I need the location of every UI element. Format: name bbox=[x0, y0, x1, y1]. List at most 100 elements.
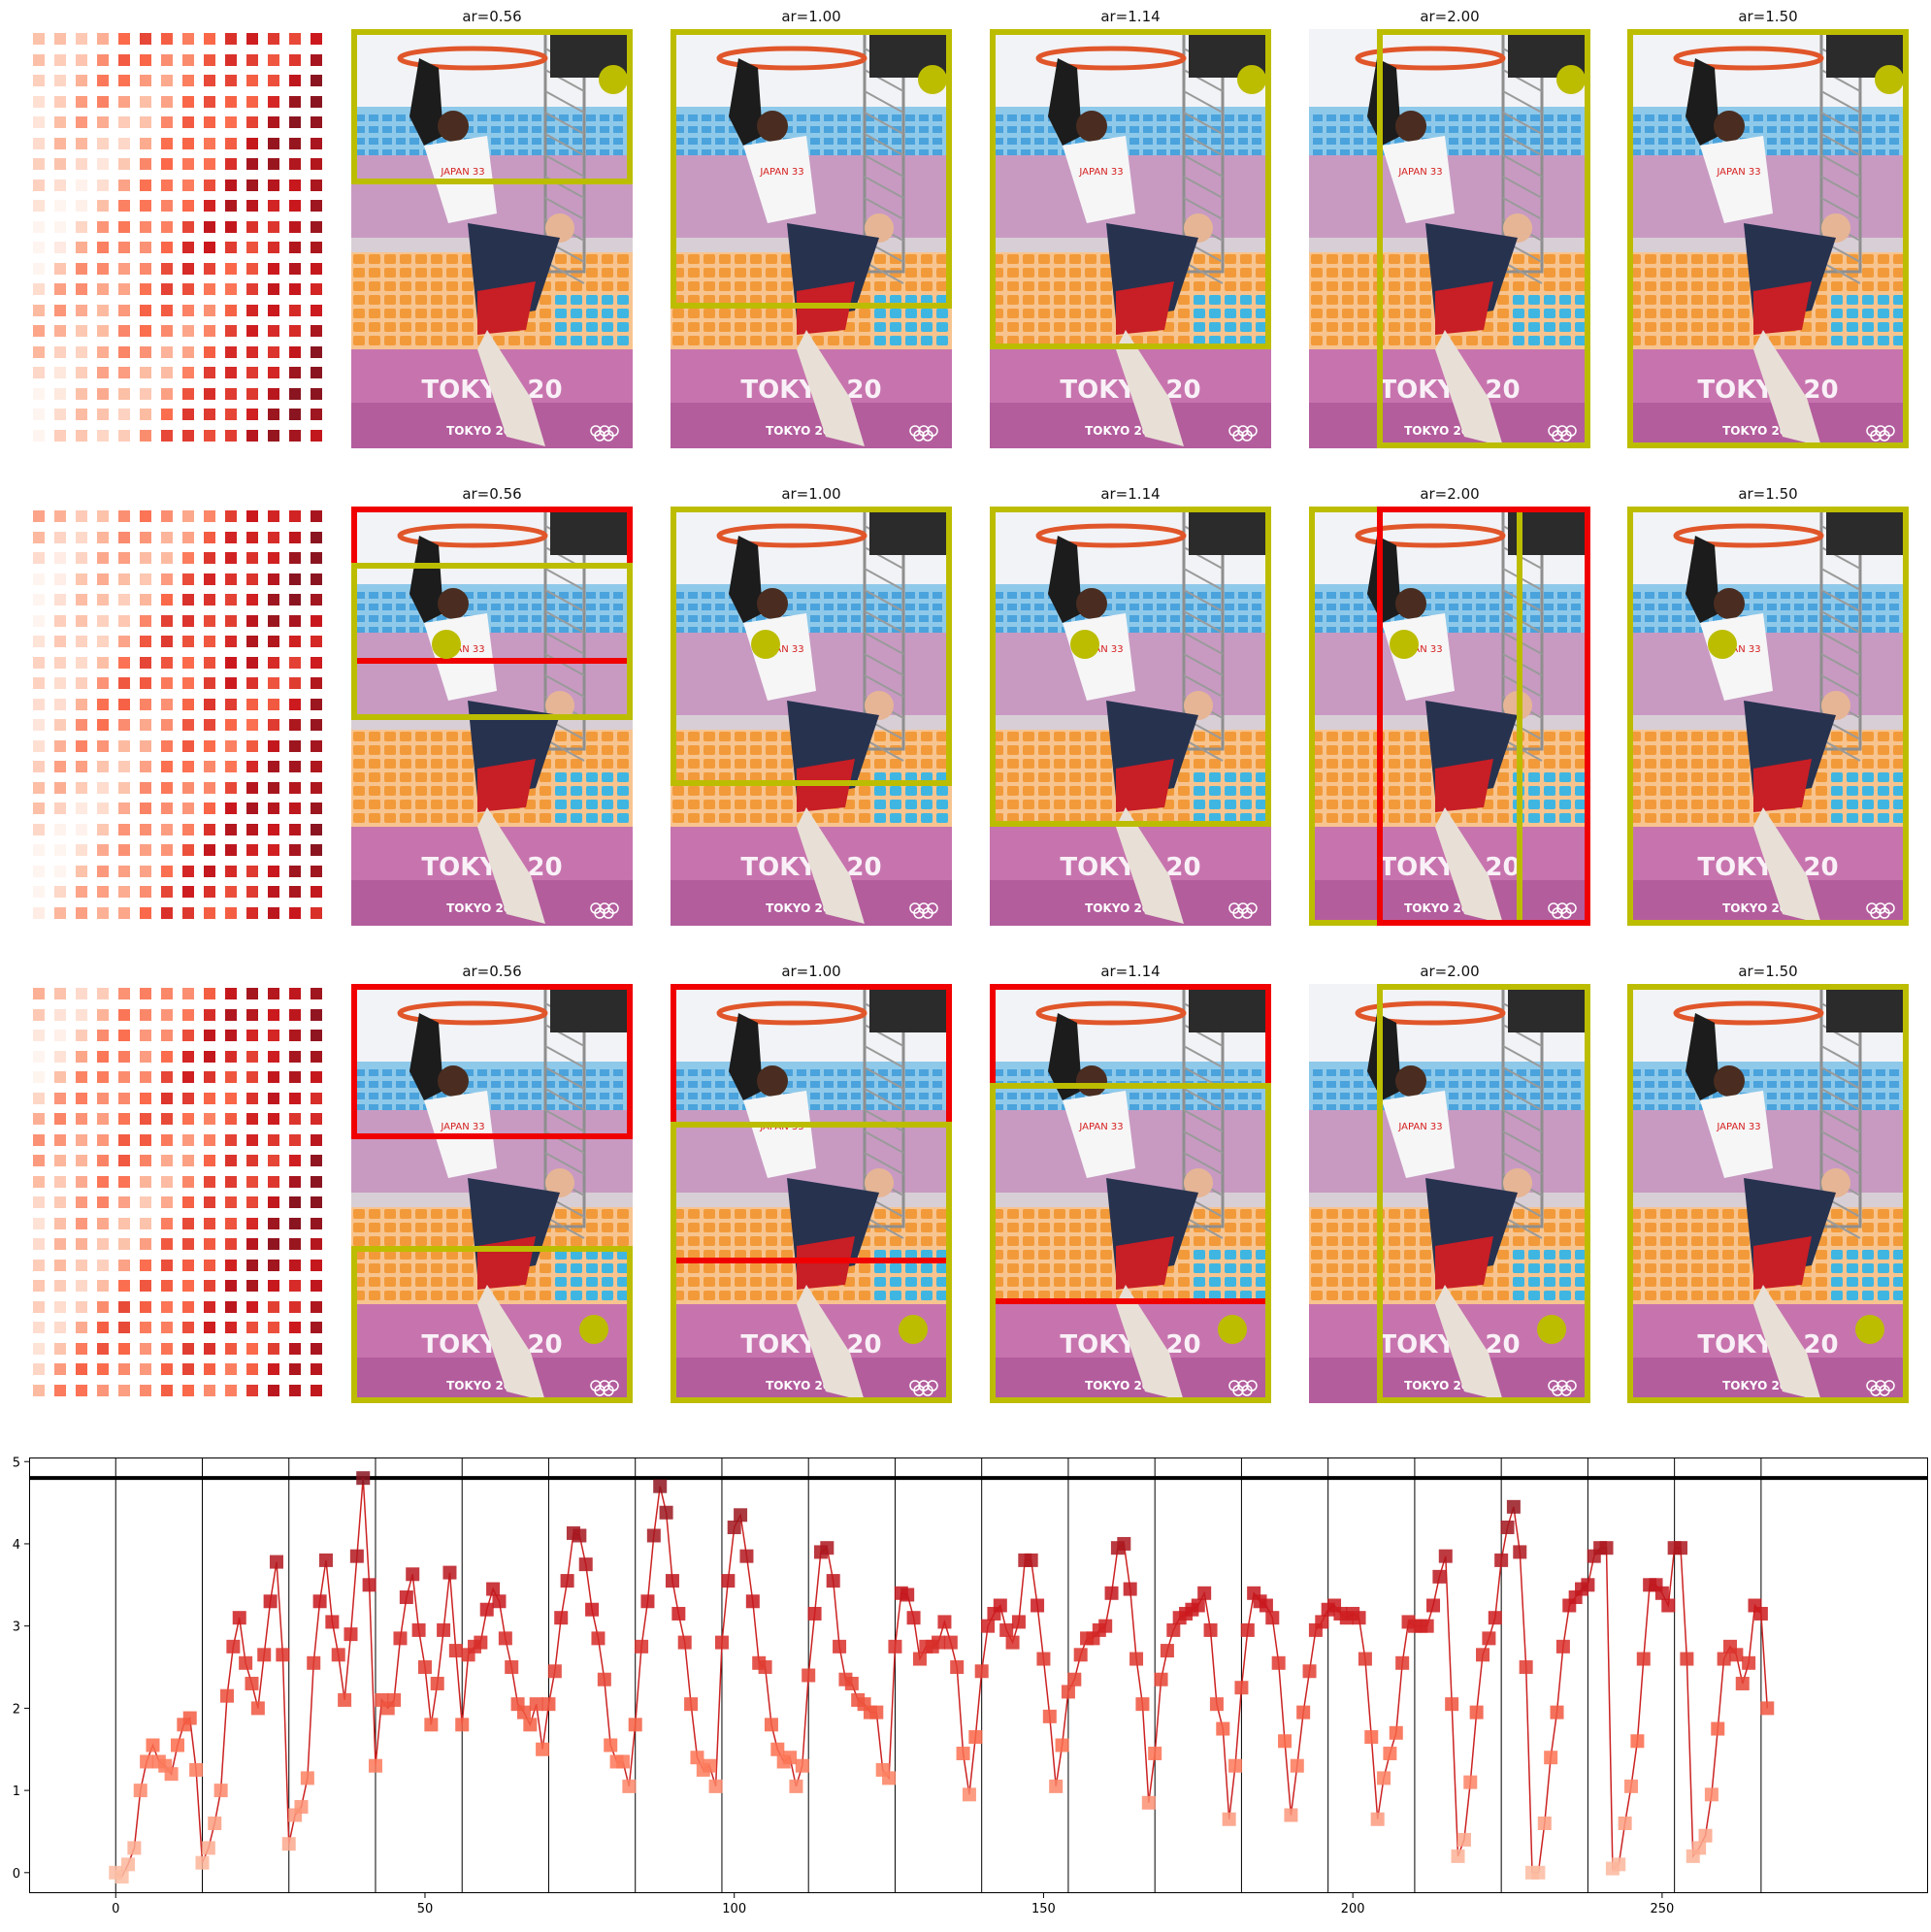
data-point-marker bbox=[1160, 1644, 1174, 1658]
heatmap-cell bbox=[54, 1133, 66, 1146]
heatmap-cell bbox=[311, 1113, 322, 1125]
x-tick-label: 100 bbox=[722, 1902, 746, 1916]
heatmap-cell bbox=[246, 325, 258, 337]
data-point-marker bbox=[943, 1635, 958, 1650]
heatmap-cell bbox=[182, 1071, 194, 1083]
heatmap-cell bbox=[118, 1050, 130, 1063]
heatmap-cell bbox=[204, 1322, 215, 1333]
heatmap-cell bbox=[97, 409, 109, 420]
heatmap-cell bbox=[311, 283, 322, 295]
heatmap-cell bbox=[97, 1030, 109, 1041]
heatmap-cell bbox=[33, 200, 45, 212]
heatmap-cell bbox=[225, 242, 237, 253]
heatmap-cell bbox=[161, 220, 173, 233]
heatmap-cell bbox=[268, 510, 279, 522]
data-point-marker bbox=[671, 1606, 686, 1621]
data-point-marker bbox=[900, 1588, 915, 1602]
data-point-marker bbox=[1271, 1655, 1286, 1670]
heatmap-cell bbox=[246, 179, 258, 191]
heatmap-cell bbox=[246, 1342, 258, 1355]
heatmap-cell bbox=[311, 614, 322, 627]
heatmap-cell bbox=[161, 1113, 173, 1125]
heatmap-cell bbox=[97, 510, 109, 522]
data-point-marker bbox=[1011, 1615, 1026, 1629]
heatmap-cell bbox=[246, 345, 258, 358]
data-point-marker bbox=[331, 1648, 345, 1662]
data-point-marker bbox=[411, 1622, 426, 1637]
heatmap-cell bbox=[311, 179, 322, 191]
y-tick-label: 2 bbox=[13, 1702, 20, 1717]
heatmap-cell bbox=[311, 988, 322, 999]
kept-crop-box bbox=[671, 1122, 952, 1403]
heatmap-cell bbox=[76, 844, 87, 856]
data-point-marker bbox=[1284, 1808, 1298, 1822]
heatmap-cell bbox=[204, 429, 215, 442]
kept-crop-box bbox=[990, 1083, 1271, 1403]
data-point-marker bbox=[833, 1639, 847, 1654]
heatmap-cell bbox=[33, 573, 45, 585]
heatmap-cell bbox=[246, 802, 258, 814]
heatmap-cell bbox=[33, 886, 45, 898]
heatmap-cell bbox=[268, 552, 279, 564]
heatmap-cell bbox=[289, 1113, 301, 1125]
data-point-marker bbox=[950, 1660, 965, 1675]
data-point-marker bbox=[344, 1627, 358, 1642]
data-point-marker bbox=[486, 1582, 501, 1596]
data-point-marker bbox=[120, 1857, 135, 1872]
heatmap-cell bbox=[289, 552, 301, 564]
data-point-marker bbox=[844, 1676, 859, 1690]
heatmap-cell bbox=[225, 116, 237, 128]
heatmap-cell bbox=[204, 1384, 215, 1396]
heatmap-cell bbox=[33, 614, 45, 627]
heatmap-cell bbox=[161, 614, 173, 627]
kept-crop-box bbox=[671, 29, 952, 309]
heatmap-cell bbox=[246, 158, 258, 170]
heatmap-cell bbox=[311, 510, 322, 522]
heatmap-cell bbox=[161, 531, 173, 543]
heatmap-cell bbox=[311, 781, 322, 794]
heatmap-cell bbox=[118, 761, 130, 772]
heatmap-cell bbox=[246, 1363, 258, 1375]
heatmap-cell bbox=[182, 53, 194, 66]
data-point-marker bbox=[1259, 1598, 1273, 1613]
heatmap-cell bbox=[204, 739, 215, 752]
data-point-marker bbox=[127, 1841, 142, 1855]
data-point-marker bbox=[417, 1660, 432, 1675]
heatmap-cell bbox=[118, 781, 130, 794]
heatmap-cell bbox=[118, 552, 130, 564]
heatmap-cell bbox=[140, 988, 151, 999]
heatmap-cell bbox=[204, 1050, 215, 1063]
heatmap-cell bbox=[225, 1008, 237, 1021]
heatmap-cell bbox=[182, 761, 194, 772]
heatmap-cell bbox=[140, 158, 151, 170]
heatmap-cell bbox=[97, 1008, 109, 1021]
heatmap-cell bbox=[161, 200, 173, 212]
heatmap-cell bbox=[311, 1092, 322, 1104]
heatmap-cell bbox=[97, 719, 109, 731]
heatmap-cell bbox=[311, 325, 322, 337]
heatmap-cell bbox=[140, 53, 151, 66]
heatmap-cell bbox=[268, 1092, 279, 1104]
heatmap-cell bbox=[246, 510, 258, 522]
heatmap-cell bbox=[54, 325, 66, 337]
heatmap-cell bbox=[225, 1217, 237, 1229]
data-point-marker bbox=[437, 1622, 451, 1637]
heatmap-cell bbox=[311, 116, 322, 128]
data-point-marker bbox=[795, 1758, 809, 1773]
heatmap-cell bbox=[182, 906, 194, 919]
heatmap-cell bbox=[182, 677, 194, 689]
heatmap-cell bbox=[118, 325, 130, 337]
heatmap-cell bbox=[204, 1092, 215, 1104]
heatmap-cell bbox=[182, 636, 194, 647]
heatmap-cell bbox=[118, 409, 130, 420]
heatmap-cell bbox=[33, 1175, 45, 1188]
heatmap-cell bbox=[182, 220, 194, 233]
heatmap-cell bbox=[225, 304, 237, 316]
heatmap-cell bbox=[140, 367, 151, 378]
heatmap-cell bbox=[182, 865, 194, 877]
heatmap-cell bbox=[182, 1113, 194, 1125]
data-point-marker bbox=[956, 1746, 970, 1760]
heatmap-cell bbox=[97, 1259, 109, 1271]
heatmap-cell bbox=[289, 719, 301, 731]
heatmap-cell bbox=[140, 200, 151, 212]
